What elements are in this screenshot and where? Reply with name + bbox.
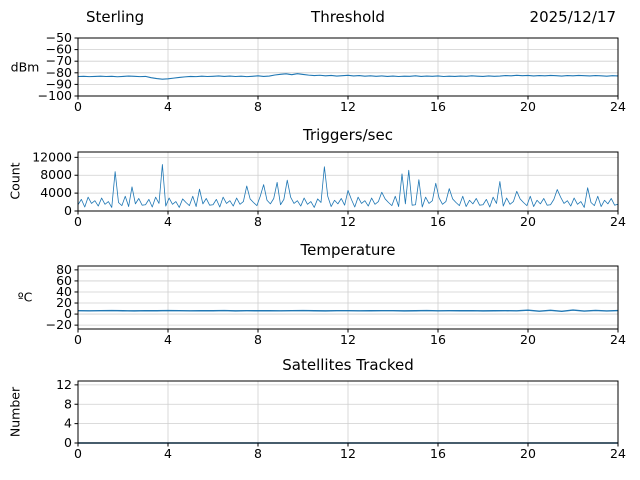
svg-text:16: 16 <box>430 332 446 347</box>
svg-text:20: 20 <box>520 446 536 461</box>
chart-title-triggers: Triggers/sec <box>303 126 393 144</box>
svg-text:8: 8 <box>254 99 262 114</box>
svg-text:8000: 8000 <box>40 167 72 182</box>
svg-text:20: 20 <box>56 295 72 310</box>
svg-text:16: 16 <box>430 214 446 229</box>
svg-text:8: 8 <box>254 332 262 347</box>
svg-text:4: 4 <box>64 416 72 431</box>
svg-text:60: 60 <box>56 273 72 288</box>
svg-text:8: 8 <box>254 446 262 461</box>
svg-text:−50: −50 <box>46 30 72 45</box>
svg-text:12: 12 <box>56 377 72 392</box>
chart-title-temperature: Temperature <box>300 241 396 259</box>
svg-text:−70: −70 <box>46 53 72 68</box>
svg-text:20: 20 <box>520 332 536 347</box>
svg-text:16: 16 <box>430 446 446 461</box>
svg-text:0: 0 <box>64 203 72 218</box>
svg-text:−90: −90 <box>46 76 72 91</box>
svg-text:0: 0 <box>74 99 82 114</box>
svg-text:80: 80 <box>56 262 72 277</box>
svg-text:12: 12 <box>340 99 356 114</box>
chart-title-satellites: Satellites Tracked <box>282 356 414 374</box>
ylabel-dbm: dBm <box>10 59 40 75</box>
chart-title-threshold: Threshold <box>311 8 385 26</box>
station-label: Sterling <box>86 8 145 26</box>
svg-text:4: 4 <box>164 446 172 461</box>
svg-text:24: 24 <box>610 214 626 229</box>
svg-text:4: 4 <box>164 99 172 114</box>
ylabel-degc: ºC <box>17 289 33 305</box>
svg-text:0: 0 <box>74 214 82 229</box>
svg-text:12000: 12000 <box>32 149 72 164</box>
svg-text:8: 8 <box>254 214 262 229</box>
svg-text:20: 20 <box>520 214 536 229</box>
svg-text:12: 12 <box>340 332 356 347</box>
svg-text:−80: −80 <box>46 65 72 80</box>
figure-header: Sterling Threshold 2025/12/17 <box>78 8 618 28</box>
svg-text:12: 12 <box>340 214 356 229</box>
svg-text:4: 4 <box>164 214 172 229</box>
svg-text:20: 20 <box>520 99 536 114</box>
svg-text:4000: 4000 <box>40 185 72 200</box>
svg-text:0: 0 <box>74 446 82 461</box>
svg-text:−60: −60 <box>46 42 72 57</box>
svg-text:24: 24 <box>610 332 626 347</box>
svg-text:0: 0 <box>64 306 72 321</box>
svg-text:24: 24 <box>610 446 626 461</box>
svg-text:24: 24 <box>610 99 626 114</box>
svg-text:8: 8 <box>64 396 72 411</box>
svg-text:−20: −20 <box>46 317 72 332</box>
svg-text:0: 0 <box>64 435 72 450</box>
date-label: 2025/12/17 <box>529 8 616 26</box>
threshold-plot: 0 4 8 12 16 20 24 −100−90−80−70−60−50 <box>38 30 626 114</box>
svg-text:16: 16 <box>430 99 446 114</box>
svg-text:0: 0 <box>74 332 82 347</box>
svg-text:−100: −100 <box>38 88 72 103</box>
svg-text:40: 40 <box>56 284 72 299</box>
svg-text:4: 4 <box>164 332 172 347</box>
svg-text:12: 12 <box>340 446 356 461</box>
